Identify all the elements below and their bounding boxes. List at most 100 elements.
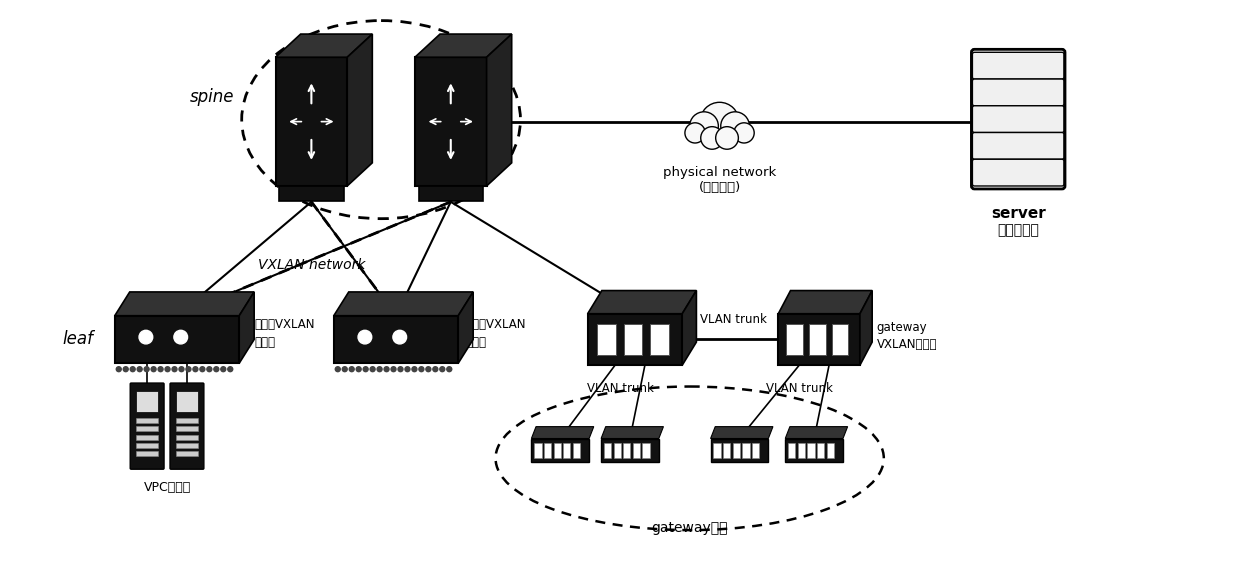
FancyBboxPatch shape <box>807 444 815 457</box>
Circle shape <box>384 367 389 372</box>
FancyBboxPatch shape <box>176 418 198 423</box>
FancyBboxPatch shape <box>419 186 484 202</box>
FancyBboxPatch shape <box>713 444 720 457</box>
Text: 交换机: 交换机 <box>254 336 275 349</box>
Polygon shape <box>334 292 474 316</box>
FancyBboxPatch shape <box>176 426 198 431</box>
FancyBboxPatch shape <box>563 444 570 457</box>
FancyBboxPatch shape <box>598 324 616 355</box>
Polygon shape <box>275 57 347 186</box>
Text: spine: spine <box>190 88 234 106</box>
Polygon shape <box>115 316 239 363</box>
Text: VPC客户端: VPC客户端 <box>144 481 191 494</box>
FancyBboxPatch shape <box>817 444 825 457</box>
Polygon shape <box>711 427 773 438</box>
FancyBboxPatch shape <box>972 52 1064 79</box>
Circle shape <box>213 367 218 372</box>
FancyBboxPatch shape <box>176 452 198 457</box>
Circle shape <box>174 330 187 344</box>
Circle shape <box>186 367 191 372</box>
Circle shape <box>734 123 754 143</box>
Polygon shape <box>275 34 372 57</box>
Polygon shape <box>347 34 372 186</box>
FancyBboxPatch shape <box>604 444 611 457</box>
Circle shape <box>433 367 438 372</box>
FancyBboxPatch shape <box>544 444 551 457</box>
FancyBboxPatch shape <box>534 444 542 457</box>
Circle shape <box>377 367 382 372</box>
Circle shape <box>689 112 718 140</box>
FancyBboxPatch shape <box>751 444 759 457</box>
FancyBboxPatch shape <box>789 444 795 457</box>
FancyBboxPatch shape <box>170 383 203 469</box>
Circle shape <box>356 367 361 372</box>
Circle shape <box>412 367 417 372</box>
Circle shape <box>207 367 212 372</box>
Text: VXLAN交换机: VXLAN交换机 <box>877 338 937 351</box>
Circle shape <box>144 367 149 372</box>
Polygon shape <box>682 291 697 365</box>
Polygon shape <box>415 57 486 186</box>
Polygon shape <box>532 427 594 438</box>
Polygon shape <box>334 316 459 363</box>
Text: VLAN trunk: VLAN trunk <box>587 383 653 395</box>
FancyBboxPatch shape <box>136 426 159 431</box>
Circle shape <box>172 367 177 372</box>
Circle shape <box>363 367 368 372</box>
FancyBboxPatch shape <box>650 324 668 355</box>
Circle shape <box>398 367 403 372</box>
FancyBboxPatch shape <box>176 443 198 448</box>
FancyBboxPatch shape <box>601 438 658 462</box>
Text: (物理网络): (物理网络) <box>698 181 740 194</box>
FancyBboxPatch shape <box>136 434 159 439</box>
FancyBboxPatch shape <box>532 438 589 462</box>
Polygon shape <box>415 34 512 57</box>
Polygon shape <box>588 314 682 365</box>
FancyBboxPatch shape <box>832 324 848 355</box>
Text: gateway: gateway <box>877 321 928 334</box>
FancyBboxPatch shape <box>972 132 1064 159</box>
Circle shape <box>405 367 410 372</box>
Polygon shape <box>859 291 872 365</box>
Circle shape <box>200 367 205 372</box>
Text: leaf: leaf <box>62 331 93 348</box>
Circle shape <box>446 367 451 372</box>
Circle shape <box>419 367 424 372</box>
Circle shape <box>701 127 723 149</box>
Circle shape <box>701 103 739 141</box>
Text: VXLAN network: VXLAN network <box>258 258 365 272</box>
Circle shape <box>391 367 396 372</box>
FancyBboxPatch shape <box>743 444 749 457</box>
FancyBboxPatch shape <box>553 444 560 457</box>
Circle shape <box>123 367 128 372</box>
Text: physical network: physical network <box>663 166 776 179</box>
Circle shape <box>335 367 340 372</box>
FancyBboxPatch shape <box>130 383 164 469</box>
Text: 交换机: 交换机 <box>466 336 486 349</box>
Circle shape <box>193 367 198 372</box>
Circle shape <box>157 367 162 372</box>
FancyBboxPatch shape <box>733 444 740 457</box>
Polygon shape <box>779 291 872 314</box>
FancyBboxPatch shape <box>827 444 833 457</box>
Polygon shape <box>115 292 254 316</box>
FancyBboxPatch shape <box>136 452 159 457</box>
Text: gateway集群: gateway集群 <box>651 521 728 535</box>
Circle shape <box>117 367 122 372</box>
Polygon shape <box>486 34 512 186</box>
Polygon shape <box>459 292 474 363</box>
Polygon shape <box>601 427 663 438</box>
FancyBboxPatch shape <box>614 444 621 457</box>
FancyBboxPatch shape <box>723 444 730 457</box>
Circle shape <box>440 367 445 372</box>
FancyBboxPatch shape <box>797 444 805 457</box>
Circle shape <box>720 112 749 140</box>
Text: 客户端VXLAN: 客户端VXLAN <box>466 318 526 331</box>
FancyBboxPatch shape <box>136 418 159 423</box>
Polygon shape <box>239 292 254 363</box>
Circle shape <box>130 367 135 372</box>
Text: server: server <box>991 206 1045 221</box>
FancyBboxPatch shape <box>176 434 198 439</box>
FancyBboxPatch shape <box>972 159 1064 186</box>
Text: VLAN trunk: VLAN trunk <box>699 313 766 326</box>
